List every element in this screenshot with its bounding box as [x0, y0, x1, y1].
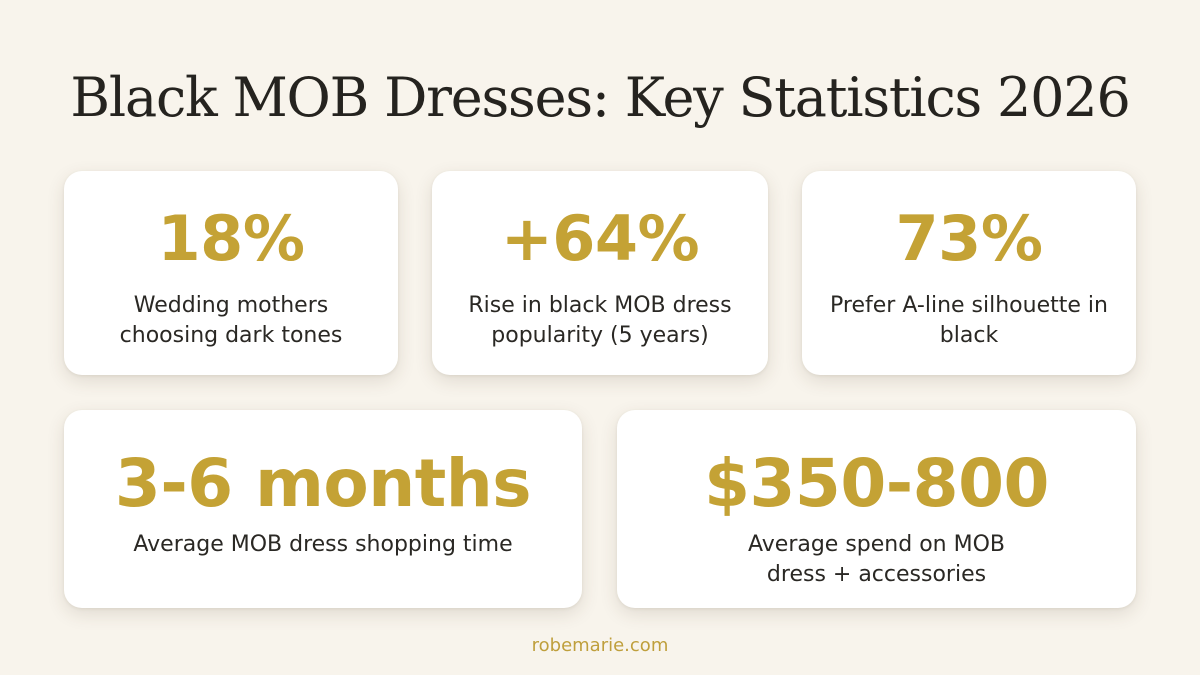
- stat-label: Average spend on MOB dress + accessories: [748, 532, 1005, 587]
- stat-value: 3-6 months: [114, 445, 532, 522]
- stat-card-a-line-preference: 73% Prefer A-line silhouette in black: [802, 171, 1136, 375]
- page-title: Black MOB Dresses: Key Statistics 2026: [70, 66, 1130, 129]
- stat-value: +64%: [500, 202, 700, 275]
- stat-label: Wedding mothers choosing dark tones: [119, 293, 343, 348]
- footer-website-link[interactable]: robemarie.com: [531, 635, 669, 656]
- stat-card-shopping-time: 3-6 months Average MOB dress shopping ti…: [64, 410, 582, 608]
- stat-label: Average MOB dress shopping time: [133, 532, 513, 557]
- stat-label: Rise in black MOB dress popularity (5 ye…: [468, 293, 732, 348]
- stat-value: $350-800: [704, 445, 1049, 522]
- stat-card-average-spend: $350-800 Average spend on MOB dress + ac…: [617, 410, 1136, 608]
- stat-card-dark-tones: 18% Wedding mothers choosing dark tones: [64, 171, 398, 375]
- stat-value: 18%: [157, 202, 305, 275]
- stat-label: Prefer A-line silhouette in black: [830, 293, 1108, 348]
- stat-card-popularity-rise: +64% Rise in black MOB dress popularity …: [432, 171, 768, 375]
- stat-value: 73%: [895, 202, 1043, 275]
